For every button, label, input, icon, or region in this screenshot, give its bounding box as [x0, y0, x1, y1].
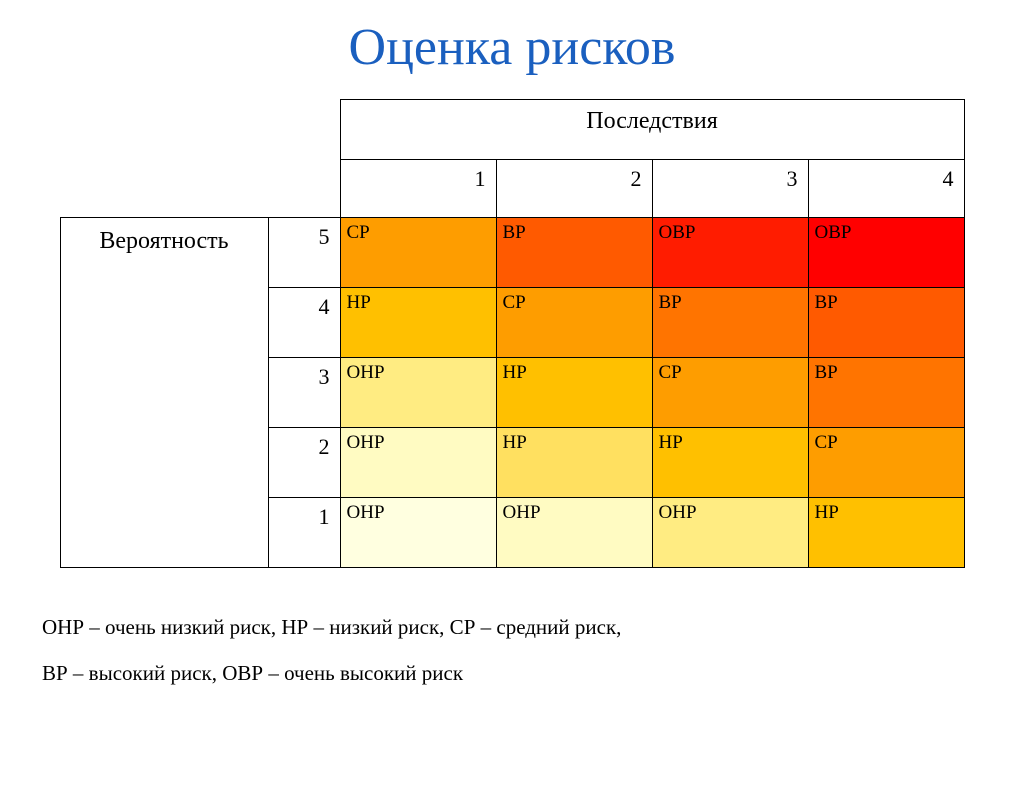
page-title: Оценка рисков — [0, 18, 1024, 77]
risk-cell: ВР — [808, 288, 964, 358]
col-header-2: 2 — [496, 160, 652, 218]
legend: ОНР – очень низкий риск, НР – низкий рис… — [42, 604, 1024, 696]
spacer — [60, 100, 268, 160]
risk-cell: ОНР — [340, 428, 496, 498]
risk-cell: СР — [340, 218, 496, 288]
risk-cell: НР — [340, 288, 496, 358]
risk-cell: ОНР — [340, 358, 496, 428]
risk-cell: ОНР — [340, 498, 496, 568]
consequences-header: Последствия — [340, 100, 964, 160]
probability-header: Вероятность — [60, 218, 268, 568]
risk-cell: ОНР — [496, 498, 652, 568]
spacer — [60, 160, 268, 218]
risk-cell: НР — [808, 498, 964, 568]
risk-cell: СР — [652, 358, 808, 428]
risk-cell: ОНР — [652, 498, 808, 568]
risk-cell: СР — [808, 428, 964, 498]
risk-cell: ВР — [496, 218, 652, 288]
risk-cell: СР — [496, 288, 652, 358]
spacer — [268, 100, 340, 160]
risk-cell: ВР — [808, 358, 964, 428]
risk-cell: ОВР — [652, 218, 808, 288]
risk-matrix-container: Последствия 1 2 3 4 Вероятность 5 СР ВР … — [0, 99, 1024, 568]
risk-matrix-table: Последствия 1 2 3 4 Вероятность 5 СР ВР … — [60, 99, 965, 568]
risk-cell: ОВР — [808, 218, 964, 288]
legend-line-1: ОНР – очень низкий риск, НР – низкий рис… — [42, 604, 1024, 650]
row-header-3: 3 — [268, 358, 340, 428]
legend-line-2: ВР – высокий риск, ОВР – очень высокий р… — [42, 650, 1024, 696]
col-header-4: 4 — [808, 160, 964, 218]
risk-cell: НР — [652, 428, 808, 498]
col-header-3: 3 — [652, 160, 808, 218]
risk-cell: ВР — [652, 288, 808, 358]
row-header-4: 4 — [268, 288, 340, 358]
col-header-1: 1 — [340, 160, 496, 218]
risk-cell: НР — [496, 428, 652, 498]
spacer — [268, 160, 340, 218]
row-header-1: 1 — [268, 498, 340, 568]
row-header-2: 2 — [268, 428, 340, 498]
row-header-5: 5 — [268, 218, 340, 288]
risk-cell: НР — [496, 358, 652, 428]
